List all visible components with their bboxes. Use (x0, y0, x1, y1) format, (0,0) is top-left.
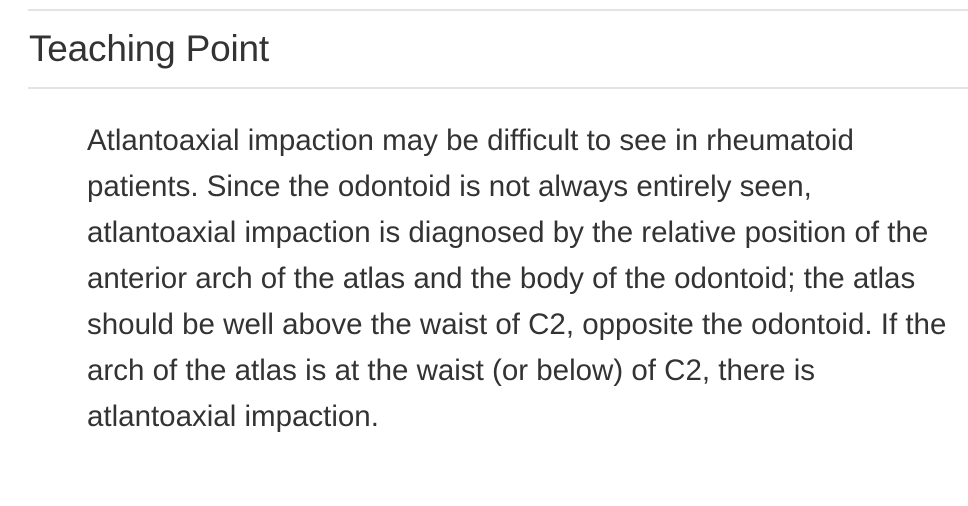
title-divider (28, 87, 968, 89)
section-title: Teaching Point (29, 28, 269, 69)
teaching-point-text: Atlantoaxial impaction may be difficult … (87, 124, 947, 433)
top-divider (28, 9, 968, 11)
